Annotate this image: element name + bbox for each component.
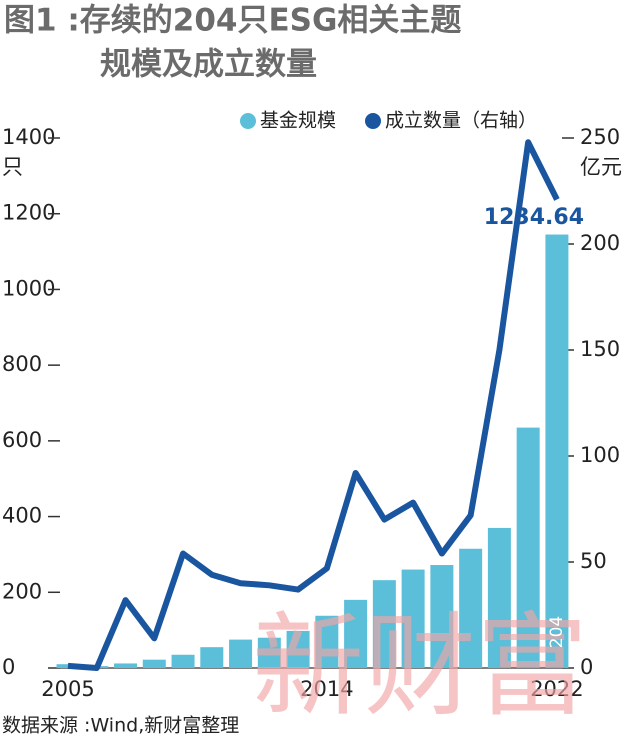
bar: [545, 234, 569, 669]
x-tick-label: 2005: [41, 677, 94, 701]
chart-title: 规模及成立数量: [100, 47, 317, 83]
bar: [459, 548, 483, 668]
bar: [401, 569, 425, 668]
y-tick-label: 1000: [2, 276, 55, 300]
y-tick-label: 0: [2, 655, 15, 679]
annotation: 204: [547, 616, 567, 648]
bar: [286, 630, 310, 668]
chart-title: 图1 :存续的204只ESG相关主题: [4, 3, 461, 39]
watermark: 新财富: [252, 602, 588, 732]
bar: [372, 580, 396, 668]
y2-tick-label: 0: [580, 655, 593, 679]
x-tick-label: 2022: [530, 677, 583, 701]
bar: [200, 647, 224, 668]
y2-axis-label: 亿元: [580, 155, 622, 179]
bar: [171, 654, 195, 668]
y-tick-label: 200: [2, 579, 42, 603]
bar: [516, 427, 540, 668]
line: [67, 139, 560, 671]
bar: [257, 637, 281, 668]
annotation: 1234.64: [484, 205, 584, 230]
y2-tick-label: 250: [580, 125, 620, 149]
bar: [344, 599, 368, 668]
y-tick-label: 600: [2, 428, 42, 452]
bar: [142, 659, 166, 668]
y-tick-label: 1200: [2, 201, 55, 225]
y-tick-label: 800: [2, 352, 42, 376]
y-tick-label: 400: [2, 504, 42, 528]
y2-tick-label: 50: [580, 549, 607, 573]
x-tick-label: 2014: [300, 677, 353, 701]
bar: [229, 639, 253, 668]
y2-tick-label: 200: [580, 231, 620, 255]
source: 数据来源 :Wind,新财富整理: [2, 715, 239, 737]
bar: [430, 565, 454, 668]
y-axis-label: 只: [2, 155, 23, 179]
legend-marker: [365, 113, 381, 129]
legend-label: 基金规模: [260, 110, 336, 132]
legend-label: 成立数量（右轴）: [385, 110, 537, 132]
bar: [114, 663, 138, 668]
bar: [487, 527, 511, 668]
y2-tick-label: 100: [580, 443, 620, 467]
y2-tick-label: 150: [580, 337, 620, 361]
y-tick-label: 1400: [2, 125, 55, 149]
legend-marker: [240, 113, 256, 129]
bar: [315, 615, 339, 668]
